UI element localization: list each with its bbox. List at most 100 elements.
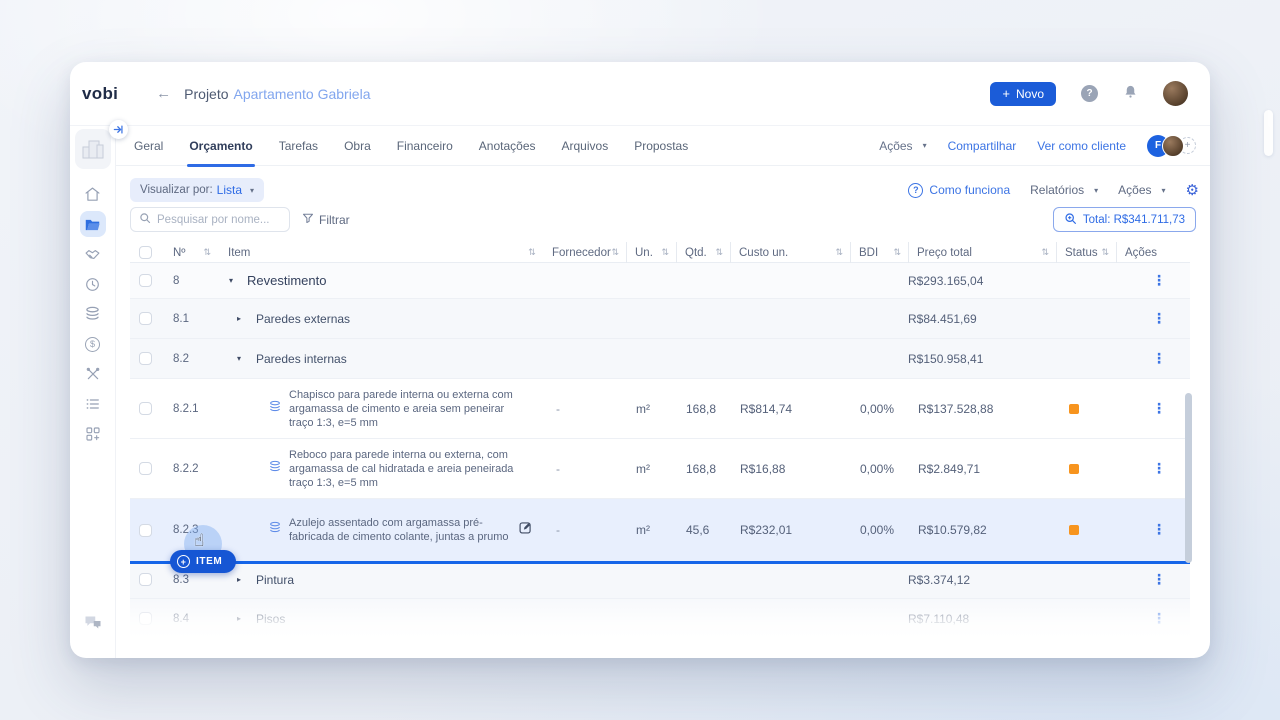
settings-gear-icon[interactable]: ⚙	[1185, 181, 1199, 199]
row-actions-menu[interactable]: ⋮	[1152, 400, 1166, 417]
status-badge[interactable]	[1069, 525, 1079, 535]
table-row-sub[interactable]: 8.2 ▾ Paredes internas R$150.958,41 ⋮	[130, 339, 1190, 379]
tab-anotacoes[interactable]: Anotações	[478, 138, 536, 153]
sidebar-collapse-toggle[interactable]	[109, 120, 128, 139]
row-checkbox[interactable]	[139, 402, 152, 415]
row-actions-menu[interactable]: ⋮	[1152, 310, 1166, 327]
item-name: Azulejo assentado com argamassa pré-fabr…	[289, 517, 509, 543]
table-row-item-selected[interactable]: 8.2.3 Azulejo assentado com argamassa pr…	[130, 499, 1190, 561]
row-checkbox[interactable]	[139, 573, 152, 586]
add-item-button[interactable]: + ITEM	[170, 550, 237, 573]
acoes-table-dropdown[interactable]: Ações ▾	[1118, 183, 1166, 197]
table-row-item[interactable]: 8.2.2 Reboco para parede interna ou exte…	[130, 439, 1190, 499]
layers-icon	[268, 460, 282, 478]
table-row-group[interactable]: 8 ▾ Revestimento R$293.165,04 ⋮	[130, 263, 1190, 299]
sidebar-item-home-icon[interactable]	[80, 181, 106, 207]
sort-icon[interactable]: ⇅	[893, 247, 901, 258]
total-badge[interactable]: Total: R$341.711,73	[1052, 207, 1196, 232]
novo-label: Novo	[1015, 86, 1044, 101]
sort-icon[interactable]: ⇅	[1101, 247, 1109, 258]
sidebar-item-tools-icon[interactable]	[80, 361, 106, 387]
sort-icon[interactable]: ⇅	[1041, 247, 1049, 258]
plus-icon: +	[177, 555, 190, 568]
sidebar-item-coins-icon[interactable]	[80, 301, 106, 327]
row-actions-menu[interactable]: ⋮	[1152, 522, 1166, 538]
custo-value: R$814,74	[740, 401, 793, 416]
fornecedor-value: -	[556, 401, 560, 416]
relatorios-dropdown[interactable]: Relatórios ▾	[1030, 183, 1099, 197]
tab-orcamento[interactable]: Orçamento	[187, 126, 256, 167]
table-row-sub[interactable]: 8.3 ▸ Pintura R$3.374,12 ⋮	[130, 561, 1190, 599]
project-logo-thumbnail[interactable]	[74, 129, 111, 169]
sidebar-item-handshake-icon[interactable]	[80, 241, 106, 267]
un-value: m²	[636, 461, 650, 476]
app-header: vobi ← Projeto Apartamento Gabriela + No…	[70, 62, 1210, 126]
row-actions-menu[interactable]: ⋮	[1152, 272, 1166, 289]
tab-financeiro[interactable]: Financeiro	[396, 138, 453, 153]
sidebar-item-clock-icon[interactable]	[80, 271, 106, 297]
bdi-value: 0,00%	[860, 523, 895, 537]
caret-down-icon[interactable]: ▾	[236, 354, 241, 363]
table-row-item[interactable]: 8.2.1 Chapisco para parede interna ou ex…	[130, 379, 1190, 439]
novo-button[interactable]: + Novo	[990, 81, 1056, 106]
status-badge[interactable]	[1069, 463, 1079, 474]
support-chat-icon[interactable]	[70, 615, 116, 630]
row-checkbox[interactable]	[139, 274, 152, 287]
tab-propostas[interactable]: Propostas	[634, 138, 689, 153]
sort-icon[interactable]: ⇅	[611, 247, 619, 258]
row-checkbox[interactable]	[139, 462, 152, 475]
sort-icon[interactable]: ⇅	[835, 247, 843, 258]
tab-arquivos[interactable]: Arquivos	[561, 138, 609, 153]
project-name-link[interactable]: Apartamento Gabriela	[233, 85, 371, 102]
sidebar-nav: $	[79, 181, 106, 447]
caret-right-icon[interactable]: ▸	[236, 314, 241, 323]
caret-down-icon[interactable]: ▾	[228, 276, 233, 285]
search-input[interactable]	[157, 213, 281, 226]
row-actions-menu[interactable]: ⋮	[1152, 571, 1166, 588]
un-value: m²	[636, 401, 650, 416]
user-avatar[interactable]	[1163, 81, 1188, 106]
item-name: Chapisco para parede interna ou externa …	[289, 388, 513, 429]
compartilhar-link[interactable]: Compartilhar	[947, 138, 1017, 153]
sort-icon[interactable]: ⇅	[715, 247, 723, 258]
table-row-sub[interactable]: 8.1 ▸ Paredes externas R$84.451,69 ⋮	[130, 299, 1190, 339]
tab-geral[interactable]: Geral	[134, 138, 164, 153]
help-circle-icon: ?	[908, 182, 924, 198]
row-checkbox[interactable]	[139, 312, 152, 325]
filter-funnel-icon	[302, 212, 314, 227]
acoes-dropdown[interactable]: Ações ▾	[879, 138, 927, 153]
visualizar-por-dropdown[interactable]: Visualizar por: Lista ▾	[130, 178, 265, 202]
row-checkbox[interactable]	[139, 612, 152, 625]
help-icon[interactable]: ?	[1081, 85, 1098, 102]
sort-icon[interactable]: ⇅	[528, 247, 536, 258]
notifications-bell-icon[interactable]	[1123, 84, 1138, 104]
visualizar-label: Visualizar por:	[140, 184, 213, 196]
sort-icon[interactable]: ⇅	[203, 247, 211, 258]
row-checkbox[interactable]	[139, 523, 152, 537]
row-actions-menu[interactable]: ⋮	[1152, 610, 1166, 627]
tab-obra[interactable]: Obra	[344, 138, 371, 153]
como-funciona-link[interactable]: ? Como funciona	[908, 182, 1010, 198]
row-actions-menu[interactable]: ⋮	[1152, 350, 1166, 367]
status-badge[interactable]	[1069, 403, 1079, 414]
project-tabs: Geral Orçamento Tarefas Obra Financeiro …	[116, 126, 1210, 167]
row-actions-menu[interactable]: ⋮	[1152, 460, 1166, 477]
row-total: R$293.165,04	[908, 273, 984, 288]
caret-right-icon[interactable]: ▸	[236, 575, 241, 584]
filtrar-button[interactable]: Filtrar	[302, 212, 350, 227]
sidebar-item-apps-plus-icon[interactable]	[80, 421, 106, 447]
member-avatar-photo[interactable]	[1162, 134, 1184, 157]
ver-como-cliente-link[interactable]: Ver como cliente	[1037, 138, 1126, 153]
sidebar-item-list-icon[interactable]	[80, 391, 106, 417]
sort-icon[interactable]: ⇅	[661, 247, 669, 258]
table-scrollbar[interactable]	[1185, 393, 1192, 563]
select-all-checkbox[interactable]	[139, 246, 152, 259]
caret-right-icon[interactable]: ▸	[236, 614, 241, 623]
row-checkbox[interactable]	[139, 352, 152, 365]
edit-icon[interactable]	[518, 520, 533, 540]
back-arrow-icon[interactable]: ←	[156, 85, 172, 102]
table-row-sub[interactable]: 8.4 ▸ Pisos R$7.110,48 ⋮	[130, 599, 1190, 639]
sidebar-item-finance-icon[interactable]: $	[80, 331, 106, 357]
tab-tarefas[interactable]: Tarefas	[278, 138, 319, 153]
sidebar-item-projects-folder-icon[interactable]	[79, 211, 106, 237]
